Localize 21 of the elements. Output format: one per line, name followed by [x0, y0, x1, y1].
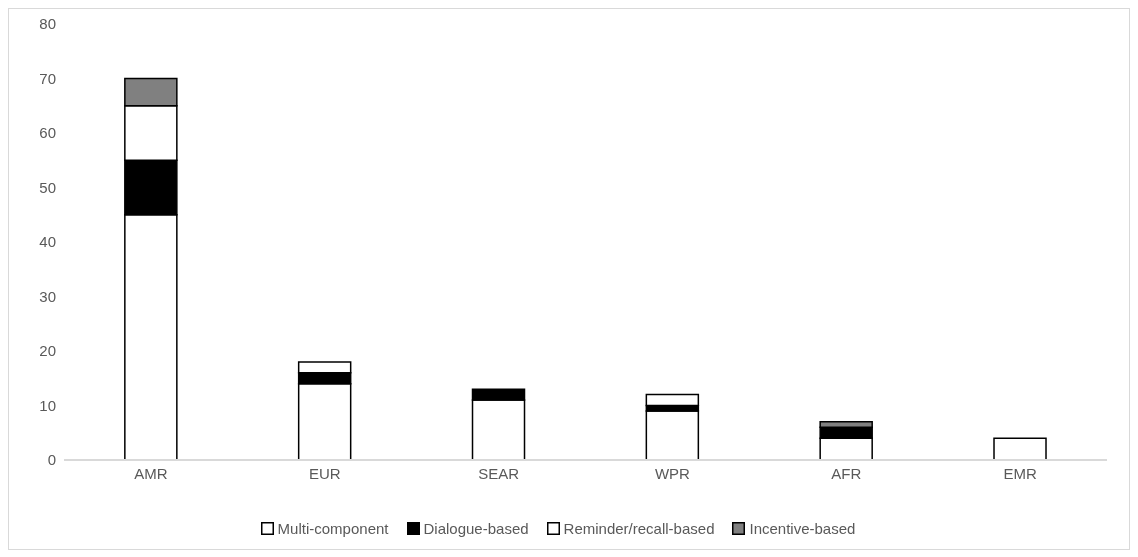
- legend-label: Incentive-based: [749, 520, 856, 537]
- legend-label: Multi-component: [277, 520, 389, 537]
- x-tick-label: AMR: [134, 464, 168, 482]
- x-tick-label: AFR: [831, 464, 862, 482]
- x-tick-label: SEAR: [478, 464, 520, 482]
- y-tick-label: 60: [39, 124, 56, 142]
- y-tick-label: 80: [39, 15, 56, 33]
- y-tick-label: 30: [39, 287, 56, 305]
- y-tick-label: 40: [39, 233, 56, 251]
- x-tick-label: EMR: [1003, 464, 1037, 482]
- bar: [645, 410, 700, 460]
- x-tick-label: EUR: [308, 464, 341, 482]
- bar: [993, 437, 1047, 460]
- legend-label: Dialogue-based: [423, 520, 529, 537]
- y-tick-label: 70: [39, 69, 56, 87]
- legend-label: Reminder/recall-based: [563, 520, 715, 537]
- x-tick-label: WPR: [654, 464, 691, 482]
- y-tick-label: 50: [39, 178, 56, 196]
- y-tick-label: 10: [39, 396, 56, 414]
- y-tick-label: 0: [47, 451, 56, 469]
- y-tick-label: 20: [39, 342, 56, 360]
